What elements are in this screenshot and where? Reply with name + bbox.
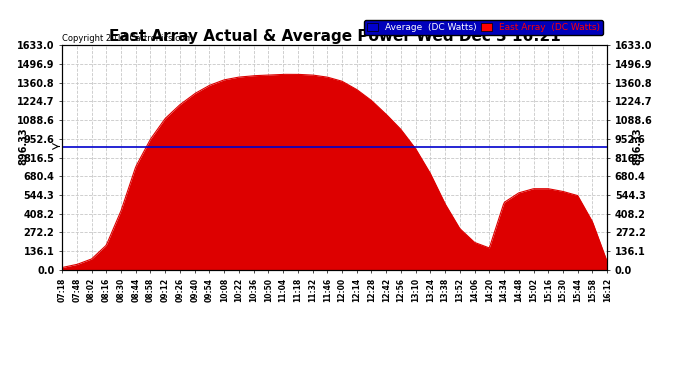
Text: 896.33: 896.33 bbox=[633, 128, 643, 165]
Text: 896.33: 896.33 bbox=[18, 128, 28, 165]
Title: East Array Actual & Average Power Wed Dec 3 16:21: East Array Actual & Average Power Wed De… bbox=[109, 29, 560, 44]
Legend: Average  (DC Watts), East Array  (DC Watts): Average (DC Watts), East Array (DC Watts… bbox=[364, 20, 602, 34]
Text: Copyright 2014 Cartronics.com: Copyright 2014 Cartronics.com bbox=[62, 34, 193, 43]
